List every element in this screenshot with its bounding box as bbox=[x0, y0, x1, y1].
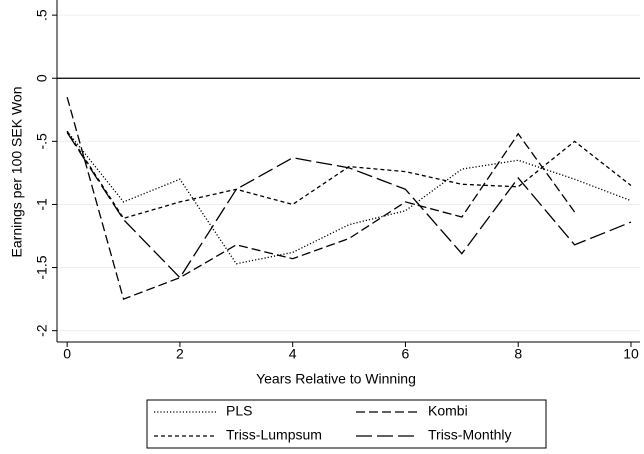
y-tick-label: -1 bbox=[34, 198, 50, 211]
x-tick-label: 2 bbox=[176, 346, 184, 362]
x-axis-title: Years Relative to Winning bbox=[256, 371, 416, 387]
legend-box bbox=[146, 399, 547, 449]
series-line bbox=[66, 130, 632, 265]
y-axis-title: Earnings per 100 SEK Won bbox=[9, 87, 25, 258]
y-tick-label: 0 bbox=[34, 74, 50, 82]
series-line bbox=[66, 96, 576, 300]
x-tick-label: 4 bbox=[289, 346, 297, 362]
y-tick-label: -2 bbox=[34, 324, 50, 337]
legend-label: Triss-Lumpsum bbox=[226, 427, 322, 443]
x-tick-label: 10 bbox=[623, 346, 639, 362]
y-tick-label: .5 bbox=[34, 9, 50, 21]
series-line bbox=[66, 132, 632, 279]
x-tick-label: 0 bbox=[63, 346, 71, 362]
series-line bbox=[66, 130, 632, 220]
legend-label: PLS bbox=[226, 403, 252, 419]
x-tick-label: 8 bbox=[514, 346, 522, 362]
legend-label: Kombi bbox=[428, 403, 468, 419]
legend-label: Triss-Monthly bbox=[428, 427, 512, 443]
y-tick-label: -1.5 bbox=[34, 255, 50, 279]
x-tick-label: 6 bbox=[402, 346, 410, 362]
y-tick-label: -.5 bbox=[34, 133, 50, 150]
